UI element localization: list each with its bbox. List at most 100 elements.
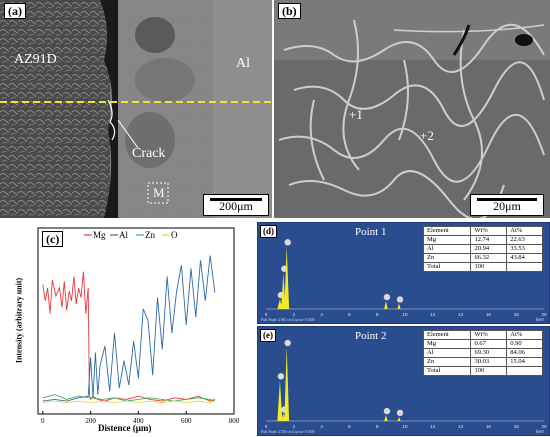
legend-label-zn: Zn <box>145 230 155 240</box>
series-line-al <box>42 255 216 402</box>
eds-e-cell: 69.30 <box>470 348 508 358</box>
eds-d-title: Point 1 <box>355 226 387 238</box>
eds-e-cell: 100 <box>470 366 508 376</box>
line-profile-chart: 0 200 400 600 800 Mg Al Zn O (c) Distence (μm) … <box>0 224 256 437</box>
eds-e-cell: 15.04 <box>506 357 543 367</box>
point-1-marker: +1 <box>349 107 363 122</box>
sem-panel-a: (a) AZ91D Al Crack M 200μm <box>0 0 272 218</box>
eds-e-cell: Mg <box>422 339 472 349</box>
eds-tick-label: 10 <box>402 424 408 429</box>
eds-d-cell: 66.32 <box>470 253 508 263</box>
eds-e-cell: Al <box>422 348 472 358</box>
x-tick-label: 200 <box>85 417 96 425</box>
eds-tick-label: 6 <box>348 424 351 429</box>
legend-label-al: Al <box>119 230 128 240</box>
zn-l-peak <box>277 299 283 309</box>
al-peak <box>284 347 290 421</box>
eds-d-cell: 12.74 <box>470 235 508 245</box>
eds-e-cell: 30.03 <box>470 357 508 367</box>
eds-tick-label: 20 <box>541 424 547 429</box>
eds-d-cell: 33.53 <box>506 244 543 254</box>
eds-d-cell: 20.94 <box>470 244 508 254</box>
zn-kb-peak <box>397 303 401 309</box>
eds-e-cell <box>506 366 543 376</box>
series-line-mg <box>42 271 216 402</box>
eds-d-table: Element Wt% At% Mg 12.74 22.63 Al 20.94 33.53 … <box>422 226 543 272</box>
sem-image-b <box>274 0 550 218</box>
panel-d-tag: (d) <box>260 225 277 238</box>
legend-label-mg: Mg <box>93 230 106 240</box>
eds-unit-label: keV <box>536 317 544 322</box>
zn-kb-peak-label-marker <box>396 296 404 303</box>
eds-d-cell: Zn <box>422 253 472 263</box>
x-tick-label: 0 <box>41 417 45 425</box>
eds-e-cell: 84.06 <box>506 348 543 358</box>
eds-d-cell: 22.63 <box>506 235 543 245</box>
panel-c-tag: (c) <box>42 231 64 247</box>
eds-tick-label: 18 <box>514 312 520 317</box>
eds-tick-label: 2 <box>293 312 296 317</box>
eds-tick-label: 14 <box>458 312 464 317</box>
eds-d-cell: 100 <box>470 262 508 272</box>
eds-e-header-at: At% <box>506 330 543 340</box>
eds-d-header-wt: Wt% <box>470 226 508 236</box>
eds-tick-label: 6 <box>348 312 351 317</box>
scale-bar-a: 200μm <box>203 194 269 216</box>
eds-tick-label: 0 <box>265 312 268 317</box>
eds-tick-label: 14 <box>458 424 464 429</box>
eds-d-cell: 43.84 <box>506 253 543 263</box>
point-2-marker: +2 <box>420 128 434 143</box>
eds-e-cell: Zn <box>422 357 472 367</box>
x-tick-label: 800 <box>229 417 240 425</box>
eds-tick-label: 12 <box>430 424 436 429</box>
plot-frame <box>37 227 235 415</box>
zn-l-peak-label-marker <box>277 373 285 380</box>
eds-tick-label: 4 <box>320 424 323 429</box>
eds-tick-label: 8 <box>376 424 379 429</box>
eds-d-cell: Al <box>422 244 472 254</box>
eds-unit-label: keV <box>536 429 544 434</box>
zn-kb-peak <box>397 416 401 421</box>
eds-d-cell <box>506 262 543 272</box>
zn-k-peak <box>384 415 388 421</box>
eds-spectrum-e: 0 2 4 6 8 10 12 14 16 18 20 keV (e) Point 2 Element… <box>257 326 550 436</box>
eds-tick-label: 8 <box>376 312 379 317</box>
eds-spectrum-d: 0 2 4 6 8 10 12 14 16 18 20 keV (d) Point 1 Element… <box>257 222 550 324</box>
y-axis-label: Intensity (arbitrary unit) <box>14 277 24 364</box>
eds-e-header-wt: Wt% <box>470 330 508 340</box>
series-line-zn <box>42 394 216 402</box>
zn-k-peak <box>384 301 388 309</box>
x-tick-label: 400 <box>133 417 144 425</box>
panel-e-tag: (e) <box>260 329 276 342</box>
al-peak-label-marker <box>284 239 291 246</box>
zn-l-peak <box>277 380 283 421</box>
scale-bar-b: 20μm <box>470 194 544 216</box>
zn-k-peak-label-marker <box>383 407 391 415</box>
mg-peak <box>281 272 286 309</box>
eds-tick-label: 10 <box>402 312 408 317</box>
eds-e-cell: Total <box>422 366 472 376</box>
eds-d-header-at: At% <box>506 226 543 236</box>
eds-tick-label: 2 <box>293 424 296 429</box>
zn-k-peak-label-marker <box>383 293 391 301</box>
scale-label-a: 200μm <box>219 199 253 213</box>
x-tick-label: 600 <box>181 417 192 425</box>
scale-label-b: 20μm <box>493 199 521 213</box>
eds-d-cell: Total <box>422 262 472 272</box>
eds-d-footer: Full Scale 2165 cts Cursor: 0.000 <box>261 317 315 322</box>
panel-a-tag: (a) <box>4 3 26 19</box>
eds-tick-label: 4 <box>320 312 323 317</box>
eds-e-table: Element Wt% At% Mg 0.67 0.90 Al 69.30 84.06 Zn… <box>422 330 543 376</box>
crack-label: Crack <box>132 146 166 161</box>
az91d-label: AZ91D <box>14 52 57 67</box>
eds-tick-label: 20 <box>541 312 547 317</box>
legend-label-o: O <box>171 230 178 240</box>
eds-e-cell: 0.90 <box>506 339 543 349</box>
al-peak-label-marker <box>284 339 291 347</box>
eds-tick-label: 18 <box>514 424 520 429</box>
sem-image-a <box>0 0 272 218</box>
eds-d-header-element: Element <box>422 226 472 236</box>
sem-panel-b: (b) +1 +2 20μm <box>274 0 550 218</box>
